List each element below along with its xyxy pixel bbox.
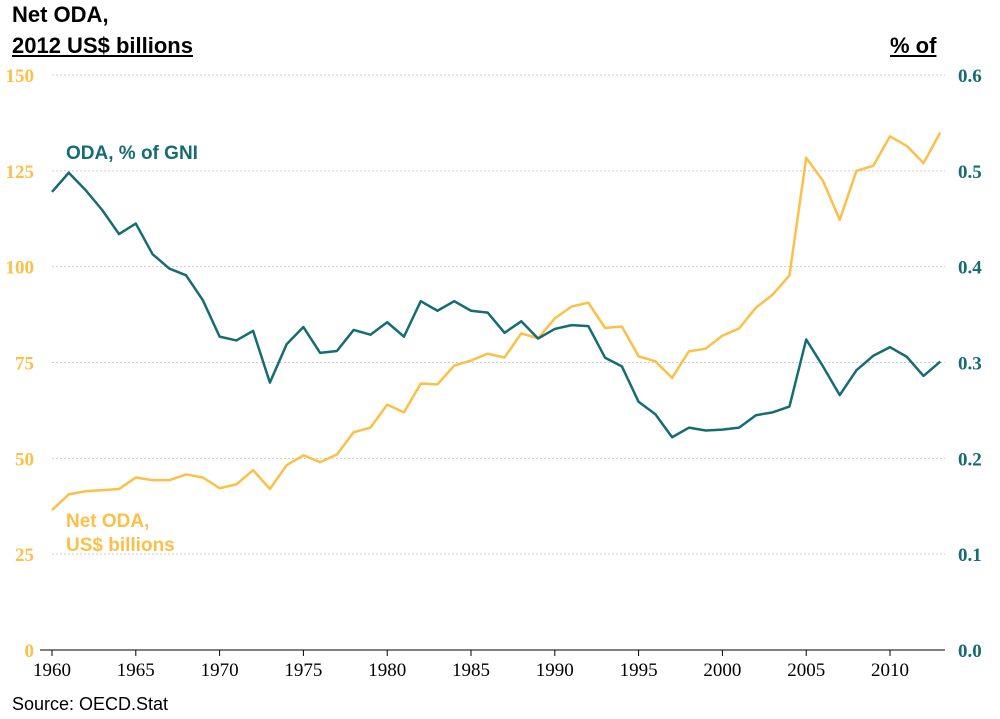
- right-tick-label: 0.3: [958, 354, 982, 375]
- left-tick-label: 50: [15, 449, 34, 470]
- left-tick-label: 125: [6, 162, 35, 183]
- x-tick-label: 1970: [201, 660, 239, 681]
- x-tick-label: 2000: [703, 660, 741, 681]
- right-tick-label: 0.1: [958, 545, 982, 566]
- right-tick-label: 0.6: [958, 66, 982, 87]
- x-tick-label: 1960: [33, 660, 71, 681]
- left-tick-label: 25: [15, 545, 34, 566]
- net-oda-line: [51, 131, 942, 511]
- x-tick-label: 1990: [536, 660, 574, 681]
- right-tick-label: 0.4: [958, 258, 982, 279]
- series-label-net-oda: Net ODA, US$ billions: [66, 510, 175, 558]
- left-tick-label: 75: [15, 354, 34, 375]
- x-tick-label: 2010: [871, 660, 909, 681]
- series-label-oda-gni: ODA, % of GNI: [66, 143, 198, 164]
- right-axis-title: % of: [890, 33, 937, 58]
- right-tick-label: 0.2: [958, 449, 982, 470]
- left-axis-title-line1: Net ODA,: [12, 2, 109, 27]
- left-tick-label: 100: [6, 258, 35, 279]
- right-tick-label: 0.0: [958, 641, 982, 662]
- x-tick-label: 1995: [620, 660, 658, 681]
- source-note: Source: OECD.Stat: [12, 694, 169, 714]
- x-tick-label: 1985: [452, 660, 490, 681]
- x-tick-label: 1965: [117, 660, 155, 681]
- left-tick-label: 0: [25, 641, 35, 662]
- x-tick-label: 1980: [368, 660, 406, 681]
- right-tick-label: 0.5: [958, 162, 982, 183]
- x-tick-label: 2005: [787, 660, 825, 681]
- oda-gni-line: [51, 171, 942, 439]
- x-tick-label: 1975: [284, 660, 322, 681]
- left-axis-title-line2: 2012 US$ billions: [12, 33, 193, 58]
- series-label-net-oda-line2: US$ billions: [66, 535, 175, 556]
- series-label-net-oda-line1: Net ODA,: [66, 511, 150, 532]
- left-tick-label: 150: [6, 66, 35, 87]
